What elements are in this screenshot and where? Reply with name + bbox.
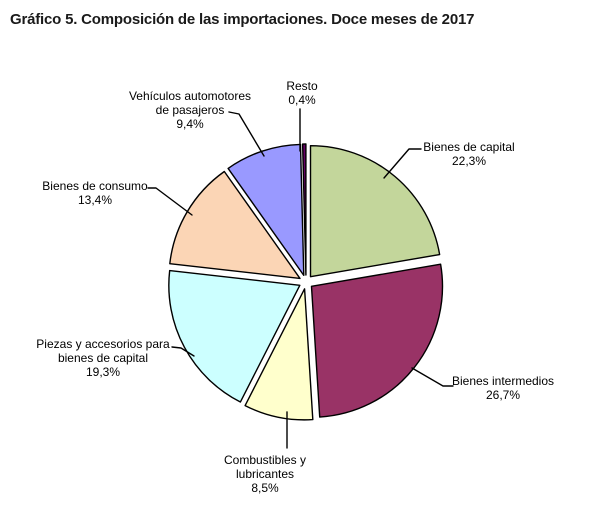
- slice-label-resto: Resto 0,4%: [286, 79, 318, 107]
- pie-slice-bienes-intermedios: [310, 263, 444, 418]
- slice-label-text-combustibles-y-lubricantes: Combustibles y: [224, 453, 306, 467]
- slice-label-vehiculos-automotores-de-pasajeros: Vehículos automotores de pasajeros 9,4%: [129, 89, 251, 131]
- pie-slice-combustibles-y-lubricantes: [244, 288, 314, 421]
- slice-label-piezas-y-accesorios-para-bienes-de-capital: Piezas y accesorios para bienes de capita…: [36, 337, 170, 379]
- slice-pct-bienes-de-consumo: 13,4%: [78, 193, 112, 207]
- slice-label-text-bienes-intermedios: Bienes intermedios: [452, 374, 554, 388]
- pie-slice-piezas-y-accesorios-para-bienes-de-capital: [168, 269, 301, 403]
- slice-label-bienes-de-capital: Bienes de capital 22,3%: [423, 140, 514, 168]
- pie-slice-vehiculos-automotores-de-pasajeros: [227, 143, 305, 277]
- slice-label-bienes-de-consumo: Bienes de consumo 13,4%: [42, 179, 148, 207]
- leader-line-bienes-de-capital: [383, 148, 422, 179]
- slice-pct-resto: 0,4%: [288, 93, 316, 107]
- leader-line-bienes-intermedios: [411, 367, 454, 387]
- slice-label-combustibles-y-lubricantes: Combustibles y lubricantes 8,5%: [224, 453, 306, 495]
- slice-label-text-piezas-y-accesorios-para-bienes-de-capital: bienes de capital: [58, 351, 148, 365]
- slice-pct-bienes-de-capital: 22,3%: [452, 154, 486, 168]
- leader-line-piezas-y-accesorios-para-bienes-de-capital: [171, 346, 195, 357]
- slice-pct-vehiculos-automotores-de-pasajeros: 9,4%: [176, 117, 204, 131]
- slice-label-text-resto: Resto: [286, 79, 318, 93]
- slice-label-text-bienes-de-consumo: Bienes de consumo: [42, 179, 148, 193]
- slice-pct-piezas-y-accesorios-para-bienes-de-capital: 19,3%: [86, 365, 120, 379]
- pie-slice-bienes-de-capital: [309, 144, 441, 278]
- chart-title: Gráfico 5. Composición de las importacio…: [10, 11, 475, 28]
- slice-label-text-combustibles-y-lubricantes: lubricantes: [236, 467, 294, 481]
- leader-line-bienes-de-consumo: [147, 187, 193, 216]
- slice-pct-bienes-intermedios: 26,7%: [486, 388, 520, 402]
- slice-label-text-piezas-y-accesorios-para-bienes-de-capital: Piezas y accesorios para: [36, 337, 170, 351]
- pie-slice-resto: [301, 143, 307, 276]
- slice-label-text-vehiculos-automotores-de-pasajeros: Vehículos automotores: [129, 89, 251, 103]
- slice-pct-combustibles-y-lubricantes: 8,5%: [251, 481, 279, 495]
- slice-label-bienes-intermedios: Bienes intermedios 26,7%: [452, 374, 554, 402]
- slice-label-text-bienes-de-capital: Bienes de capital: [423, 140, 514, 154]
- slice-label-text-vehiculos-automotores-de-pasajeros: de pasajeros: [156, 103, 225, 117]
- leader-line-vehiculos-automotores-de-pasajeros: [228, 111, 265, 157]
